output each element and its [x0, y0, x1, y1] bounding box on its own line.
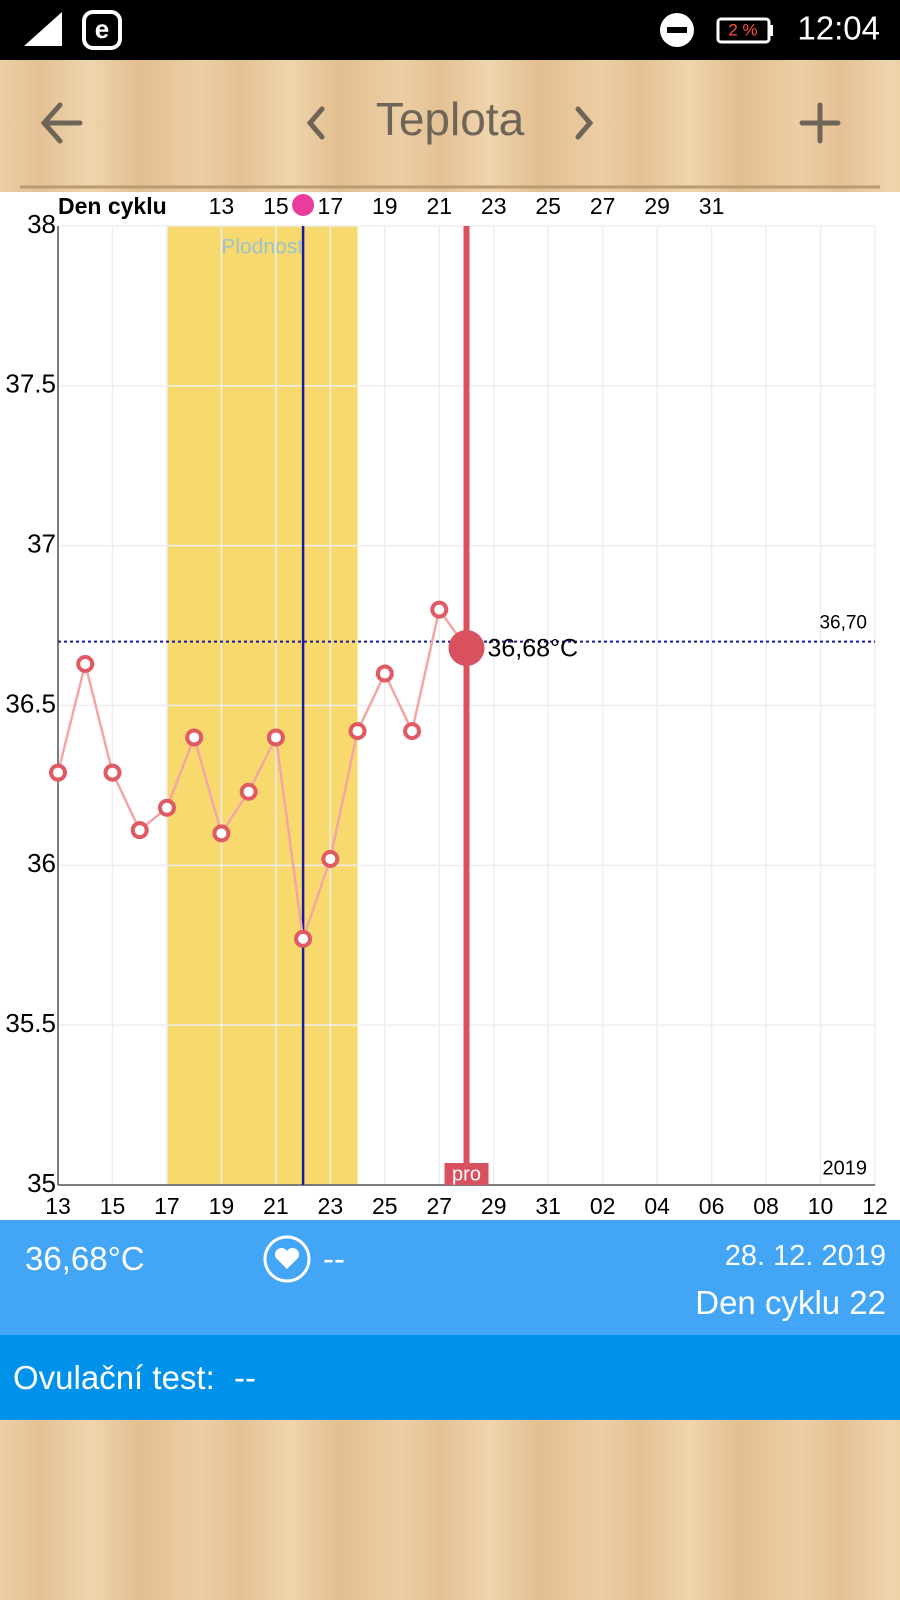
x-tick-label: 13 — [45, 1193, 71, 1219]
temperature-point — [430, 600, 449, 619]
chart-area: Plodnost 35 35.5 36 36.5 37 37.5 38 13 15 17 19 21 23… — [0, 192, 900, 1220]
cycle-day-label: 27 — [590, 193, 616, 219]
x-tick-label: 31 — [535, 1193, 561, 1219]
y-tick-label: 38 — [27, 209, 56, 239]
battery-tip — [769, 25, 773, 36]
heart-shape — [274, 1247, 300, 1269]
x-tick-label: 02 — [590, 1193, 616, 1219]
temperature-point — [157, 798, 176, 817]
heart-icon[interactable] — [262, 1234, 312, 1284]
heart-value: -- — [323, 1240, 345, 1277]
temperature-point — [212, 824, 231, 843]
cycle-day-label: 15 — [263, 193, 289, 219]
e-letter: e — [95, 14, 109, 44]
value-label: 36,68°C — [488, 635, 579, 663]
cycle-day: Den cyklu 22 — [695, 1284, 886, 1321]
temperature-point — [130, 821, 149, 840]
year-label: 2019 — [823, 1157, 868, 1179]
temperature-point — [266, 728, 285, 747]
clock: 12:04 — [797, 10, 880, 47]
x-tick-label: 29 — [481, 1193, 507, 1219]
x-tick-label: 04 — [644, 1193, 670, 1219]
reference-label: 36,70 — [819, 613, 867, 634]
cycle-day-label: 31 — [699, 193, 725, 219]
x-tick-label: 25 — [372, 1193, 398, 1219]
temperature-point — [103, 763, 122, 782]
e-icon — [82, 10, 122, 50]
temperature-point — [76, 654, 95, 673]
y-tick-label: 37 — [27, 529, 56, 559]
x-tick-label: 19 — [209, 1193, 235, 1219]
temperature-point — [294, 929, 313, 948]
cycle-day-label: 21 — [426, 193, 452, 219]
x-tick-label: 17 — [154, 1193, 180, 1219]
temperature-point — [239, 782, 258, 801]
y-tick-label: 36.5 — [5, 688, 56, 718]
y-tick-label: 35.5 — [5, 1008, 56, 1038]
x-tick-label: 08 — [753, 1193, 779, 1219]
x-tick-label: 12 — [862, 1193, 888, 1219]
fertile-label: Plodnost — [221, 236, 303, 259]
battery-level: 2 % — [728, 20, 757, 39]
y-tick-label: 36 — [27, 848, 56, 878]
add-button[interactable] — [799, 102, 841, 144]
y-tick-label: 35 — [27, 1168, 56, 1198]
cycle-day-label: 13 — [209, 193, 235, 219]
cycle-day-label: 19 — [372, 193, 398, 219]
ovulation-test-value: -- — [234, 1359, 256, 1396]
cycle-day-label: 29 — [644, 193, 670, 219]
cycle-day-label: 17 — [318, 193, 344, 219]
heart-ring — [263, 1235, 311, 1283]
x-tick-label: 10 — [808, 1193, 834, 1219]
x-tick-label: 23 — [318, 1193, 344, 1219]
temperature: 36,68°C — [25, 1240, 145, 1277]
signal-icon — [24, 12, 62, 46]
x-tick-label: 21 — [263, 1193, 289, 1219]
status-bar: e 2 % 12:04 — [0, 0, 900, 60]
screen-title: Teplota — [376, 93, 525, 145]
pro-tag — [444, 1163, 489, 1185]
chart: Plodnost 35 35.5 36 36.5 37 37.5 38 13 15 17 19 21 23… — [5, 193, 888, 1219]
temperature-point — [185, 728, 204, 747]
date: 28. 12. 2019 — [724, 1240, 886, 1272]
pro-label: pro — [452, 1163, 481, 1185]
temperature-point — [403, 722, 422, 741]
cycle-day-label: 23 — [481, 193, 507, 219]
temperature-point — [375, 664, 394, 683]
ovulation-test-label: Ovulační test: — [13, 1359, 215, 1396]
dnd-bar — [667, 27, 687, 33]
top-axis-label: Den cyklu — [58, 193, 167, 219]
x-tick-label: 15 — [100, 1193, 126, 1219]
next-button[interactable] — [575, 106, 594, 140]
prev-button[interactable] — [306, 106, 325, 140]
temperature-line — [56, 606, 468, 940]
y-tick-label: 37.5 — [5, 369, 56, 399]
ovulation-panel: Ovulační test: -- — [0, 1335, 900, 1420]
selected-point — [448, 629, 485, 666]
back-button[interactable] — [40, 102, 83, 144]
temperature-point — [49, 763, 67, 782]
cycle-day-label: 25 — [535, 193, 561, 219]
app-bar-icons: Teplota — [20, 93, 880, 189]
temperature-point — [321, 849, 340, 868]
x-tick-label: 06 — [699, 1193, 725, 1219]
status-icons: e 2 % 12:04 — [24, 10, 880, 50]
footer-background — [0, 1420, 900, 1600]
ovulation-dot — [292, 194, 315, 216]
info-panel: 36,68°C -- 28. 12. 2019 Den cyklu 22 — [0, 1220, 900, 1335]
temperature-point — [348, 722, 367, 741]
x-tick-label: 27 — [426, 1193, 452, 1219]
app-bar: Teplota — [0, 60, 900, 192]
